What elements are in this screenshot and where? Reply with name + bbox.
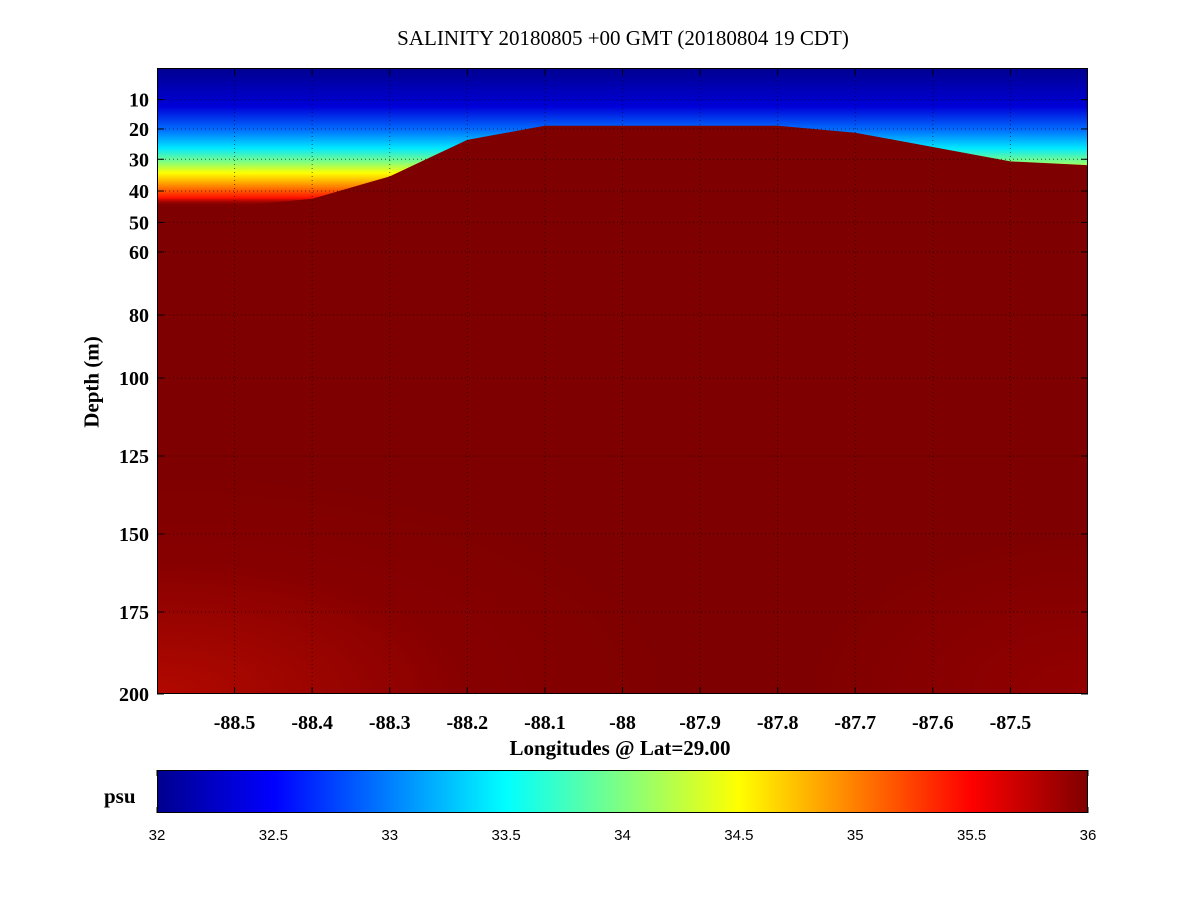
y-tick-label: 150 (119, 524, 149, 546)
x-axis-ticks: -88.5 -88.4 -88.3 -88.2 -88.1 -88 -87.9 -87.8 -8… (214, 68, 1032, 734)
x-tick-label: -88.1 (524, 712, 566, 734)
grid-lines (158, 69, 1087, 693)
x-tick-label: -87.5 (990, 712, 1032, 734)
y-tick-label: 175 (119, 602, 149, 624)
x-tick-label: -88 (609, 712, 636, 734)
x-tick-label: -87.9 (679, 712, 721, 734)
y-tick-label: 60 (129, 242, 149, 264)
x-tick-label: -87.6 (912, 712, 954, 734)
y-tick-label: 80 (129, 305, 149, 327)
colorbar-tick-label: 35.5 (957, 827, 986, 844)
y-tick-label: 200 (119, 684, 149, 706)
colorbar-tick-label: 32 (149, 827, 166, 844)
colorbar-tick-label: 36 (1080, 827, 1097, 844)
x-axis-label: Longitudes @ Lat=29.00 (509, 736, 731, 760)
y-tick-label: 40 (129, 181, 149, 203)
y-axis-ticks: 10 20 30 40 50 60 80 100 125 150 175 200 (119, 90, 1088, 706)
colorbar-tick-label: 35 (847, 827, 864, 844)
y-tick-label: 20 (129, 119, 149, 141)
x-tick-label: -88.2 (446, 712, 488, 734)
colorbar-tick-label: 34.5 (724, 827, 753, 844)
colorbar-tick-label: 33 (381, 827, 398, 844)
x-tick-label: -87.7 (834, 712, 876, 734)
y-axis-label: Depth (m) (79, 336, 104, 428)
x-tick-label: -88.3 (369, 712, 411, 734)
x-tick-label: -87.8 (757, 712, 799, 734)
colorbar-tick-label: 34 (614, 827, 631, 844)
y-tick-label: 10 (129, 90, 149, 112)
x-tick-label: -88.5 (214, 712, 256, 734)
chart-title: SALINITY 20180805 +00 GMT (20180804 19 C… (397, 26, 849, 50)
colorbar-tick-label: 32.5 (259, 827, 288, 844)
y-tick-label: 50 (129, 212, 149, 234)
colorbar-tick-label: 33.5 (492, 827, 521, 844)
colorbar (157, 770, 1088, 813)
x-tick-label: -88.4 (291, 712, 333, 734)
colorbar-unit-label: psu (104, 784, 136, 808)
y-tick-label: 30 (129, 149, 149, 171)
y-tick-label: 125 (119, 446, 149, 468)
y-tick-label: 100 (119, 368, 149, 390)
surface-fresh-layer (158, 69, 1087, 207)
